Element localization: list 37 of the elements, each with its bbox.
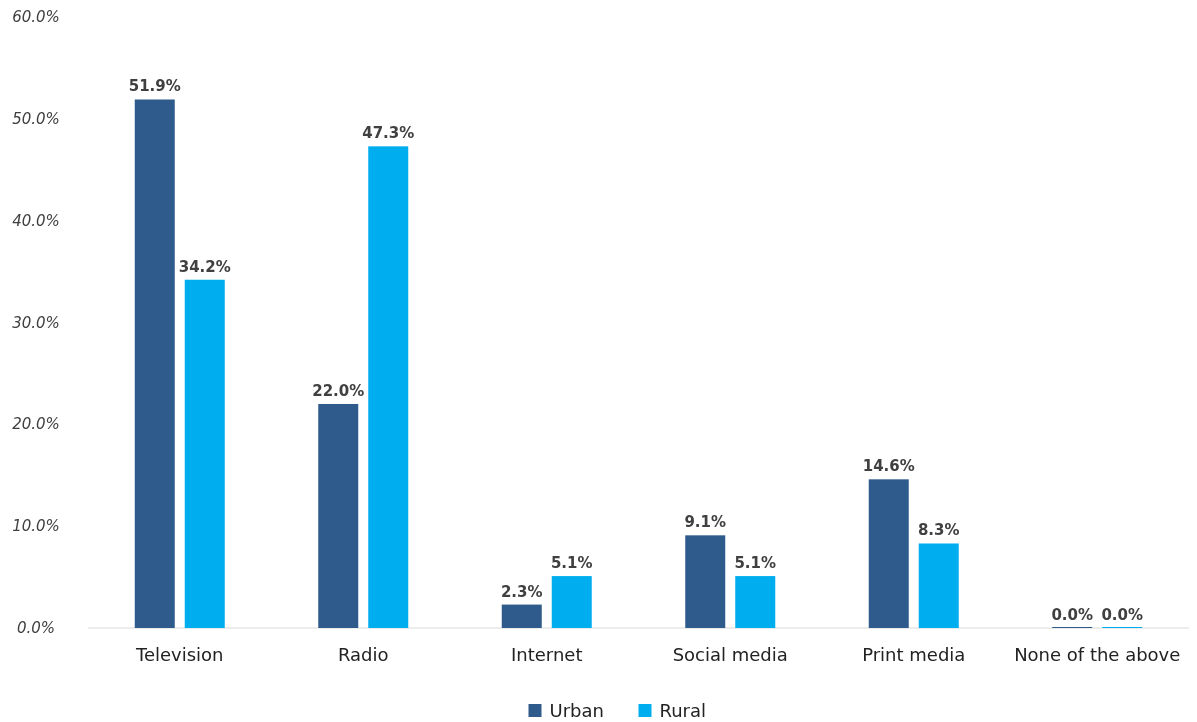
- x-tick-label: Radio: [337, 644, 389, 665]
- data-label: 34.2%: [178, 257, 231, 276]
- y-tick-label: 30.0%: [12, 313, 60, 332]
- bar: [184, 279, 225, 628]
- y-tick-label: 0.0%: [16, 619, 56, 637]
- data-label: 0.0%: [1051, 606, 1094, 624]
- data-label: 2.3%: [500, 582, 543, 601]
- bar: [918, 543, 959, 628]
- x-tick-label: Internet: [511, 644, 583, 665]
- y-tick-label: 40.0%: [12, 211, 60, 230]
- bar: [368, 146, 409, 628]
- bar: [551, 576, 592, 628]
- bar: [318, 403, 359, 628]
- bar: [501, 604, 542, 628]
- data-label: 5.1%: [734, 554, 777, 573]
- data-label: 0.0%: [1101, 606, 1144, 624]
- bar: [134, 99, 175, 628]
- x-tick-label: Print media: [862, 644, 966, 665]
- x-tick-label: Television: [134, 644, 224, 665]
- data-label: 22.0%: [312, 381, 365, 400]
- data-label: 8.3%: [917, 521, 960, 540]
- data-label: 5.1%: [550, 554, 593, 573]
- legend-label: Urban: [549, 700, 604, 721]
- legend-label: Rural: [659, 700, 707, 721]
- y-tick-label: 10.0%: [12, 517, 60, 536]
- bar: [685, 535, 726, 628]
- data-label: 14.6%: [862, 457, 915, 476]
- y-tick-label: 50.0%: [12, 109, 60, 128]
- x-tick-label: None of the above: [1014, 644, 1181, 665]
- bar: [868, 479, 909, 628]
- data-label: 47.3%: [362, 124, 415, 143]
- x-tick-label: Social media: [672, 644, 788, 665]
- data-label: 9.1%: [684, 513, 727, 532]
- y-tick-label: 20.0%: [12, 415, 60, 434]
- y-tick-label: 60.0%: [12, 8, 60, 26]
- data-label: 51.9%: [128, 77, 181, 96]
- bar: [735, 576, 776, 628]
